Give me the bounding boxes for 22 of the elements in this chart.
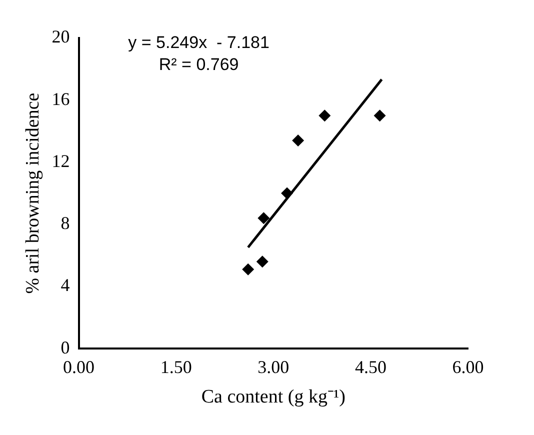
y-axis-title: % aril browning incidence [22, 92, 44, 294]
point [318, 110, 331, 122]
x-tick-label: 0.00 [63, 357, 95, 378]
point [242, 263, 254, 276]
point [281, 187, 294, 200]
x-tick-label: 4.50 [354, 357, 386, 378]
y-tick-label: 16 [52, 88, 70, 109]
y-tick-label: 20 [52, 26, 70, 47]
y-tick-label: 12 [52, 150, 70, 171]
annotation: R² = 0.769 [158, 55, 239, 74]
point [258, 212, 270, 224]
annotation: y = 5.249x - 7.181 [128, 33, 270, 52]
point [374, 110, 386, 122]
y-tick-label: 8 [60, 213, 70, 234]
y-tick-label: 4 [60, 275, 70, 296]
x-tick-label: 1.50 [160, 357, 192, 378]
point [256, 256, 268, 268]
x-axis-title: Ca content (g kg⁻¹) [201, 386, 346, 408]
point [292, 134, 304, 146]
x-tick-label: 3.00 [258, 357, 290, 378]
y-tick-label: 0 [60, 337, 70, 358]
x-tick-label: 6.00 [452, 357, 484, 378]
